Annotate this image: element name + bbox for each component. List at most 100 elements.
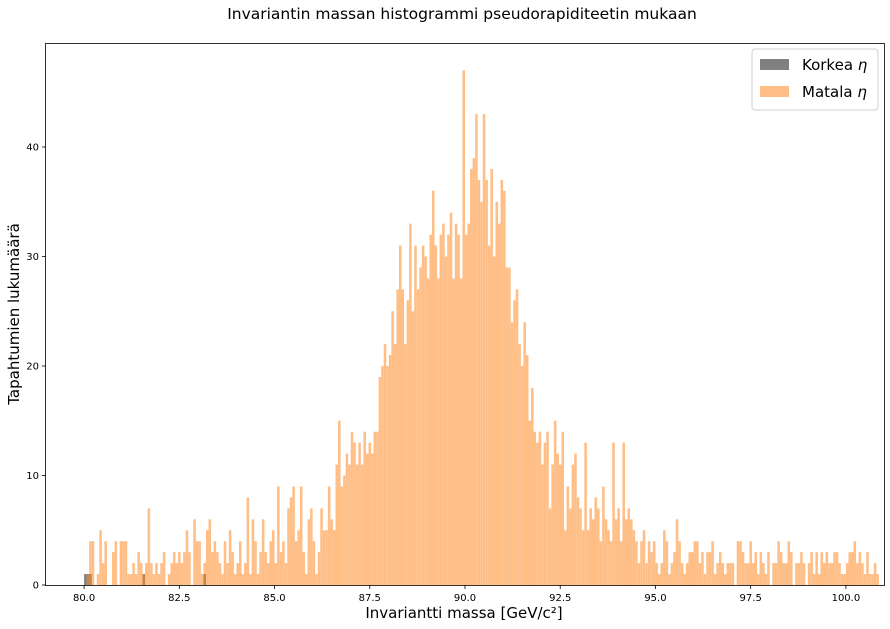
bar-matala [698,563,702,585]
bar-matala [287,508,290,585]
bar-matala [218,563,222,585]
bar-matala [876,574,879,585]
bar-matala [457,234,460,586]
bar-matala [335,464,339,585]
bar-matala [386,366,389,585]
bar-matala [175,563,179,585]
bar-matala [205,530,209,585]
x-tick-label: 85.0 [263,593,285,604]
bar-matala [848,552,851,585]
bar-matala [597,508,600,585]
bar-matala [332,530,336,585]
bar-matala [185,530,189,585]
bar-matala [127,574,130,585]
bar-matala [241,574,245,585]
bar-matala [845,563,849,585]
bar-matala [439,234,443,586]
bar-matala [617,508,620,585]
x-tick-label: 87.5 [359,593,381,604]
bar-matala [358,442,361,585]
legend-label-korkea: Korkea η [802,56,868,74]
bar-matala [663,530,666,585]
bar-matala [823,563,826,585]
bar-matala [266,563,270,585]
bar-matala [261,519,265,585]
bar-matala [807,563,811,585]
bar-matala [736,541,740,585]
bar-matala [238,541,242,585]
bar-overlap [89,574,92,585]
bar-matala [462,70,465,586]
bar-matala [820,552,824,585]
bar-matala [437,278,440,585]
bar-matala [160,563,163,585]
bar-matala [424,256,427,585]
bar-matala [561,431,565,585]
bar-matala [498,223,501,585]
bar-matala [325,530,328,585]
bar-matala [490,168,493,585]
bar-matala [624,519,628,585]
bar-matala [104,541,107,585]
bar-matala [622,442,625,585]
bar-matala [256,574,260,585]
bar-matala [812,574,816,585]
bar-matala [381,366,384,585]
bar-matala [795,563,798,585]
bar-matala [586,530,590,585]
bar-matala [124,541,128,585]
bar-matala [345,453,349,585]
bar-matala [150,563,153,585]
bar-matala [292,486,295,585]
bar-matala [764,574,768,585]
bar-matala [650,552,653,585]
bar-matala [340,486,344,585]
bar-matala [863,574,867,585]
bar-matala [452,278,455,585]
bar-matala [520,366,524,585]
bar-matala [406,300,410,585]
bar-matala [251,519,255,585]
bar-matala [531,387,534,585]
bar-matala [558,464,562,585]
bar-matala [284,563,288,585]
bar-matala [307,519,311,585]
bar-matala [729,563,732,585]
bar-matala [584,442,587,585]
bar-matala [211,552,214,585]
bar-matala [678,541,681,585]
legend-swatch-korkea [760,59,789,70]
bar-matala [411,311,415,585]
bar-matala [353,442,356,585]
bar-matala [871,574,874,585]
bar-matala [231,552,234,585]
bar-matala [594,497,598,585]
bar-matala [444,256,448,585]
bar-matala [398,245,402,585]
bar-matala [155,563,158,585]
bar-matala [134,574,138,585]
bar-matala [180,563,184,585]
bar-matala [360,464,364,585]
bar-matala [495,201,499,585]
bar-matala [195,541,199,585]
bar-matala [868,574,872,585]
bar-overlap [203,574,206,585]
bar-matala [431,190,435,585]
bar-matala [779,552,783,585]
bar-matala [777,541,780,585]
bar-matala [350,431,354,585]
bar-matala [482,114,486,585]
bar-matala [718,552,722,585]
bar-matala [680,563,684,585]
bar-matala [716,563,719,585]
x-tick-label: 100.0 [832,593,861,604]
bar-matala [470,168,473,585]
bar-matala [637,563,641,585]
series-matala [86,70,879,586]
bar-korkea [84,574,87,585]
bar-matala [569,508,572,585]
bar-matala [850,552,854,585]
bar-matala [183,552,186,585]
